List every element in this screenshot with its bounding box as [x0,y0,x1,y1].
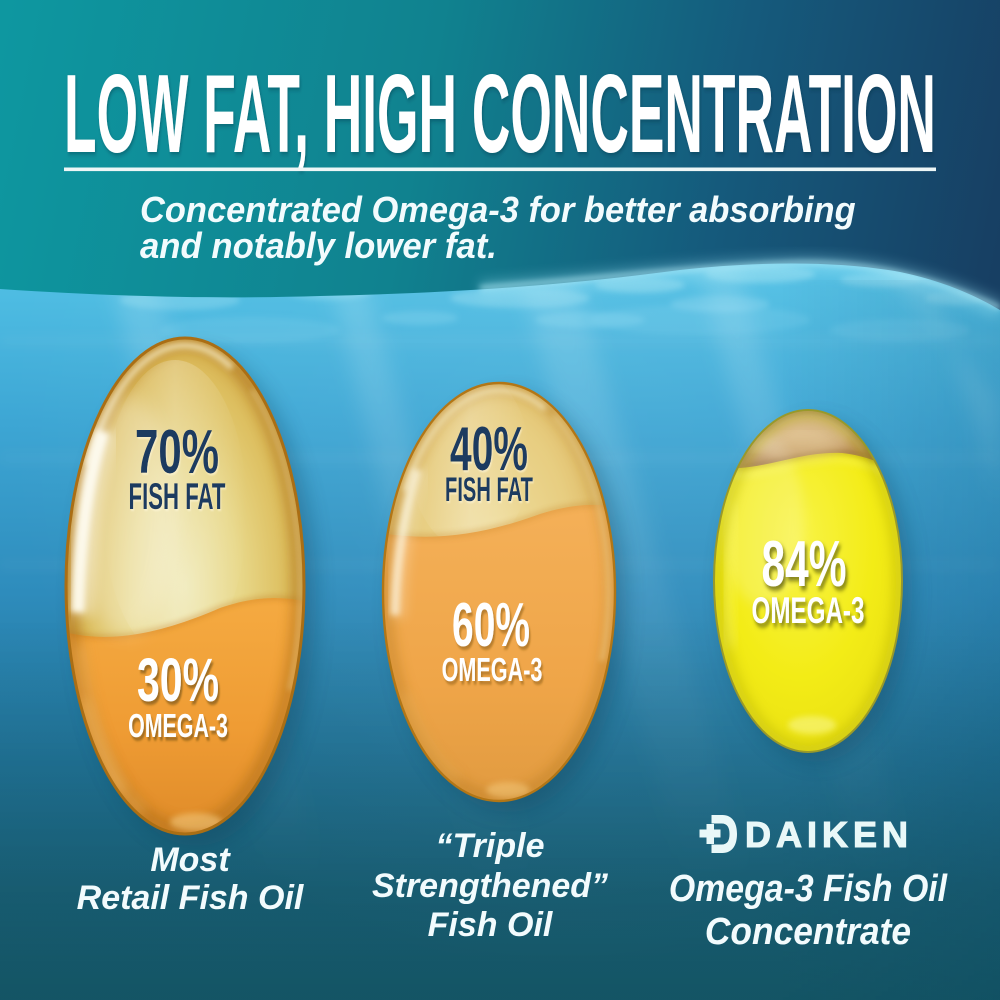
svg-text:Omega-3 Fish Oil: Omega-3 Fish Oil [669,866,948,909]
svg-text:40%: 40% [450,414,528,483]
svg-text:84%: 84% [762,527,847,600]
svg-text:Retail Fish Oil: Retail Fish Oil [77,879,305,917]
svg-text:70%: 70% [135,418,219,487]
svg-text:Fish Oil: Fish Oil [428,906,554,944]
svg-text:30%: 30% [137,647,219,715]
svg-text:OMEGA-3: OMEGA-3 [128,707,228,744]
svg-text:OMEGA-3: OMEGA-3 [442,651,543,688]
svg-text:“Triple: “Triple [436,827,545,865]
svg-text:FISH FAT: FISH FAT [129,476,226,517]
svg-text:Most: Most [150,841,231,879]
svg-text:LOW FAT, HIGH CONCENTRATION: LOW FAT, HIGH CONCENTRATION [64,53,936,177]
svg-text:Strengthened”: Strengthened” [372,867,608,905]
svg-text:DAIKEN: DAIKEN [745,814,913,855]
svg-text:FISH FAT: FISH FAT [445,471,533,509]
svg-text:60%: 60% [452,590,530,659]
svg-text:Concentrate: Concentrate [705,910,911,952]
svg-text:OMEGA-3: OMEGA-3 [752,590,865,631]
svg-text:Concentrated Omega-3 for bette: Concentrated Omega-3 for better absorbin… [140,190,856,230]
svg-text:and notably lower fat.: and notably lower fat. [140,226,497,266]
